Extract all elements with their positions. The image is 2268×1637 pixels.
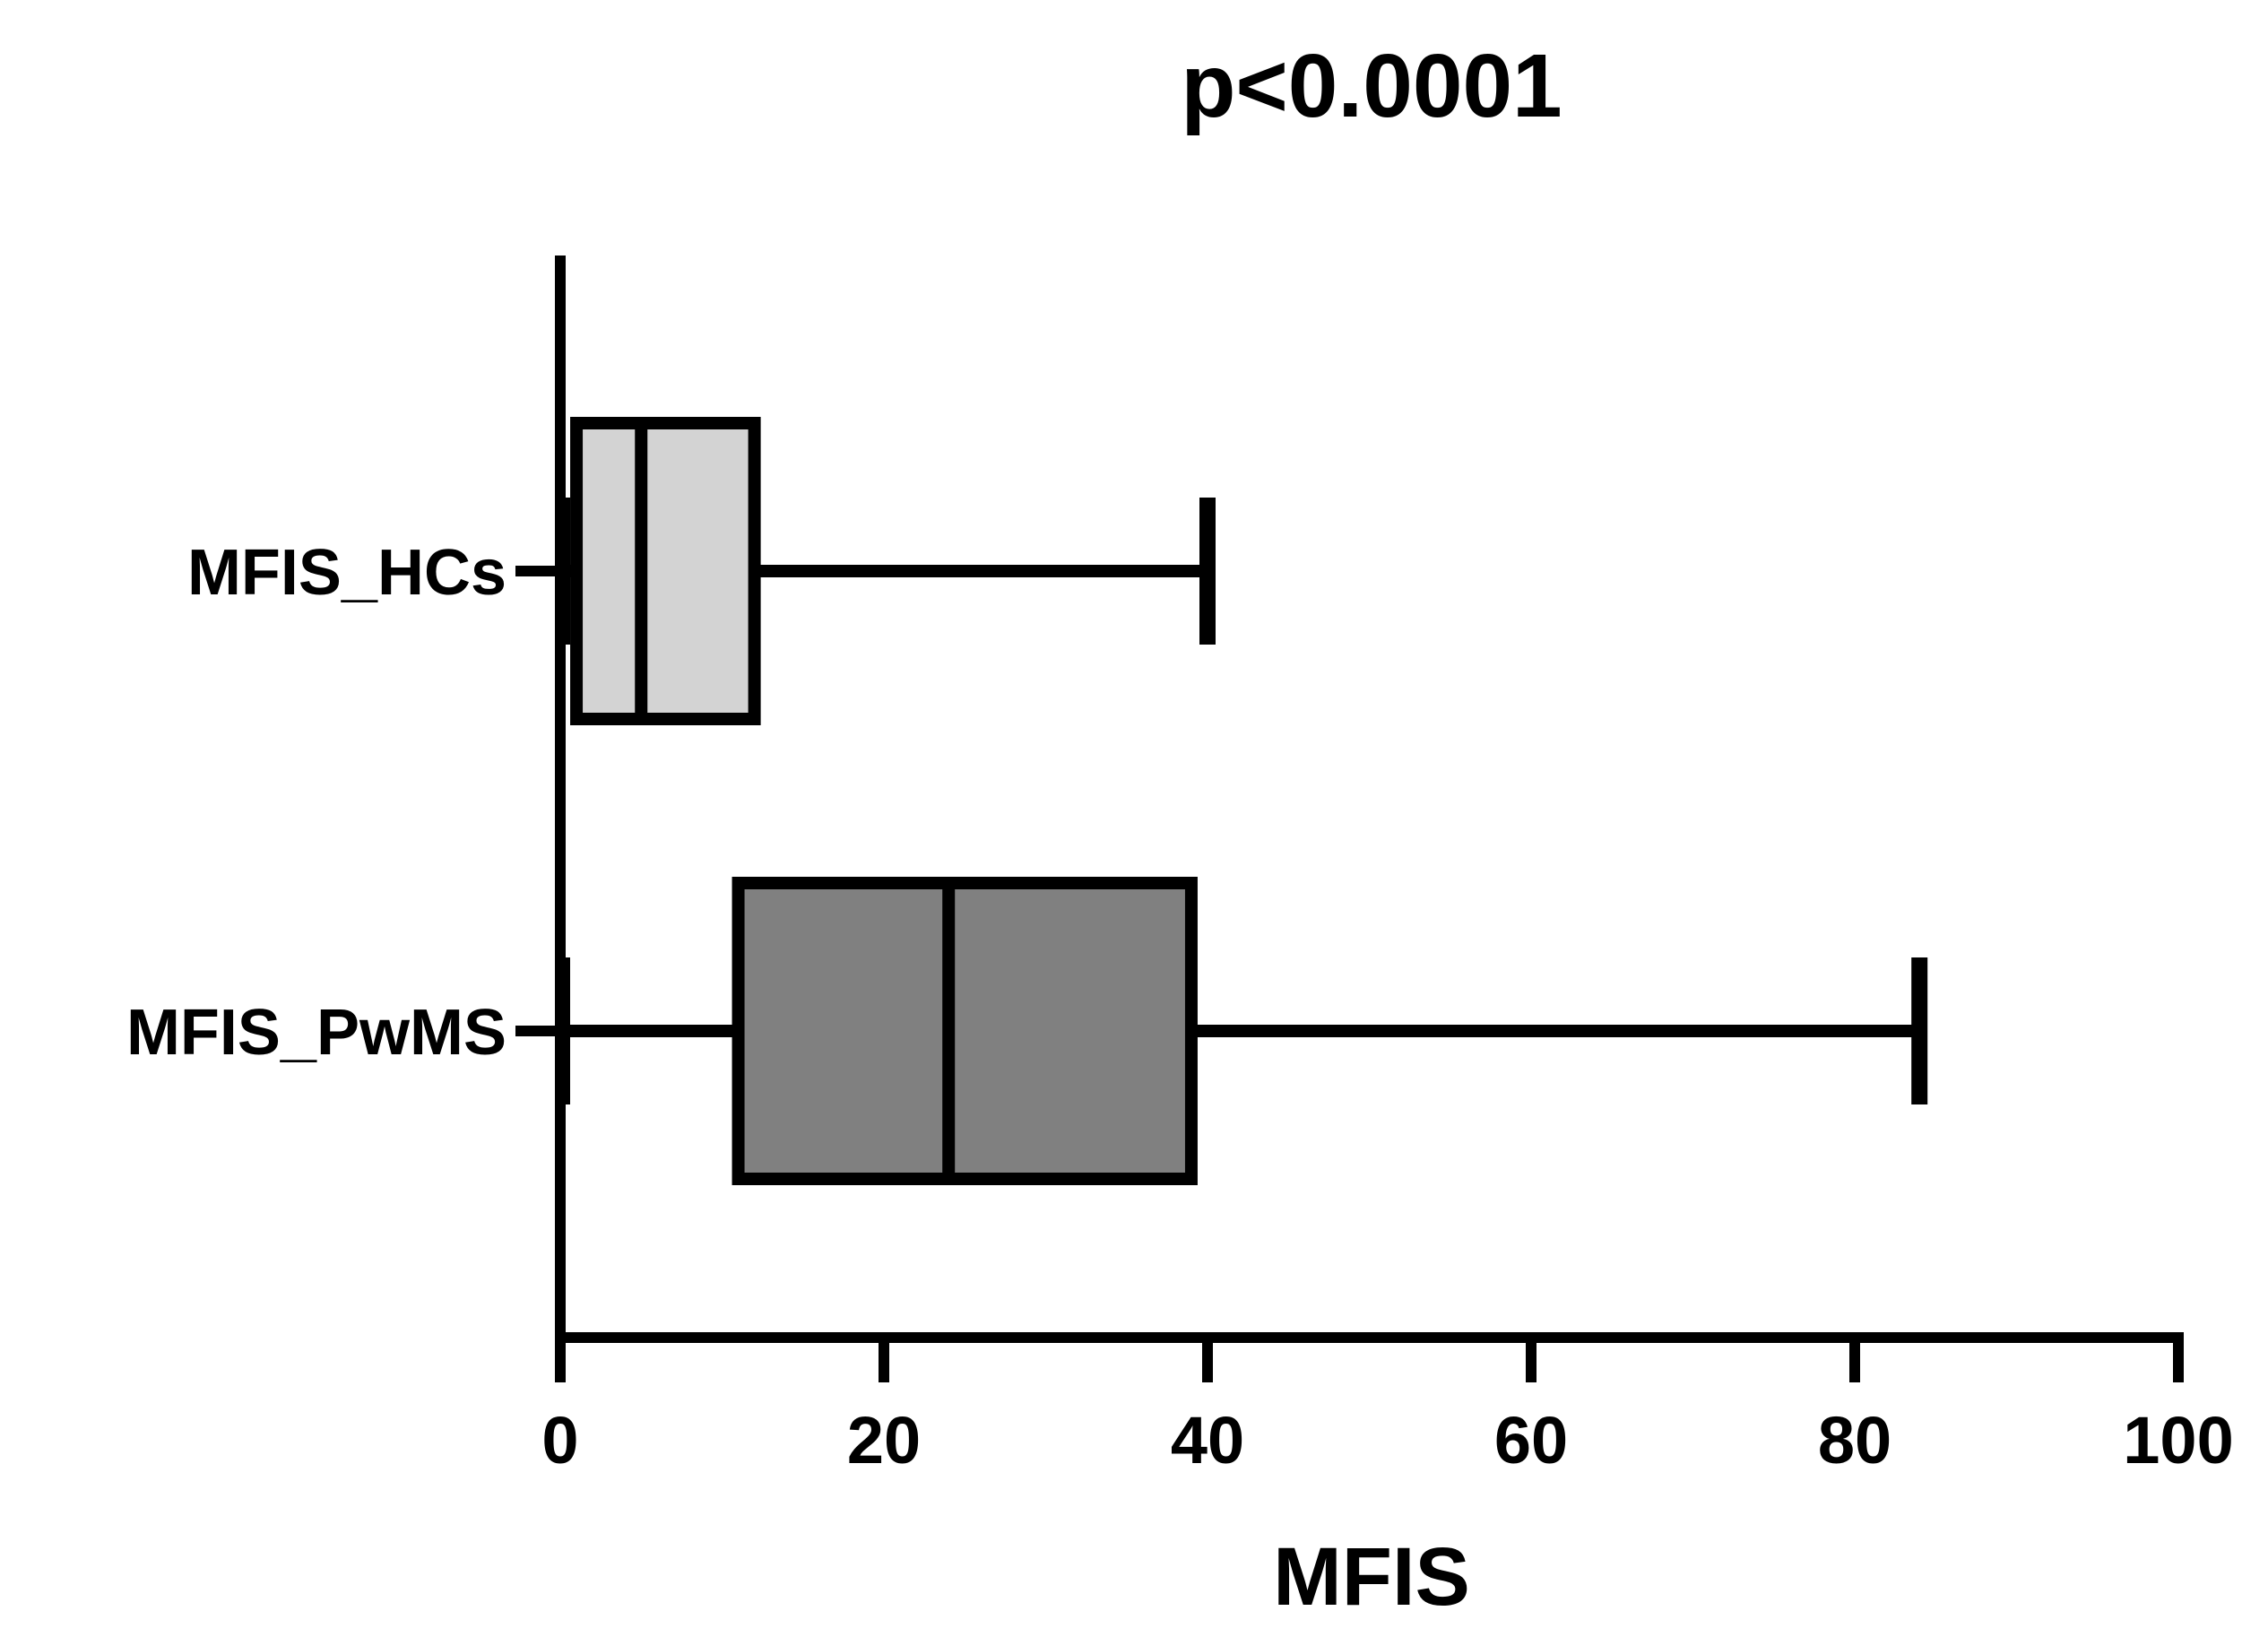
chart-title: p<0.0001 bbox=[1181, 36, 1562, 136]
category-label-mfis-hcs: MFIS_HCs bbox=[187, 537, 506, 609]
box-mfis-hcs bbox=[570, 417, 761, 725]
category-label-mfis-pwms: MFIS_PwMS bbox=[126, 997, 506, 1069]
x-axis-title: MFIS bbox=[1273, 1531, 1470, 1623]
x-tick-label: 60 bbox=[1494, 1403, 1568, 1477]
plot-area: 0 20 40 60 80 100 MFIS_HCs MFIS_PwMS bbox=[126, 256, 2234, 1477]
x-tick-label: 100 bbox=[2123, 1403, 2233, 1477]
x-tick-label: 80 bbox=[1818, 1403, 1891, 1477]
x-tick-label: 20 bbox=[847, 1403, 921, 1477]
box-mfis-pwms bbox=[731, 877, 1198, 1185]
x-tick-label: 0 bbox=[541, 1403, 578, 1477]
x-tick-label: 40 bbox=[1171, 1403, 1244, 1477]
